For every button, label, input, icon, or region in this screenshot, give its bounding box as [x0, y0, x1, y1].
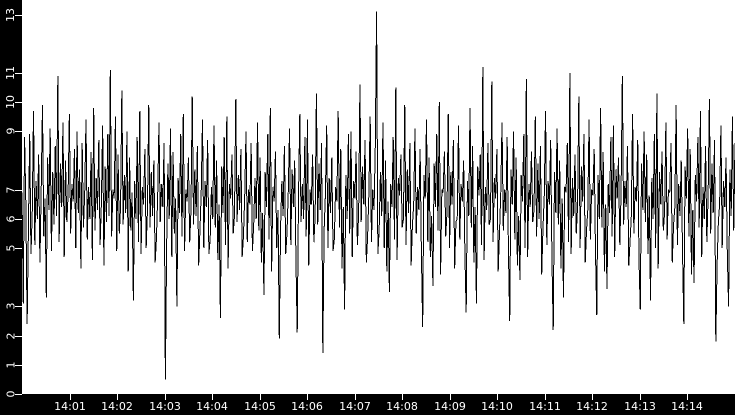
- y-tickmark: [15, 102, 22, 103]
- x-tick-label: 14:10: [481, 400, 513, 413]
- x-tickmark: [592, 394, 593, 400]
- y-tickmark: [15, 219, 22, 220]
- y-tickmark: [15, 190, 22, 191]
- axis-corner: [0, 394, 22, 415]
- x-axis-band: [0, 394, 735, 415]
- x-tick-label: 14:13: [624, 400, 656, 413]
- x-tick-label: 14:02: [101, 400, 133, 413]
- x-tick-label: 14:01: [54, 400, 86, 413]
- y-tick-label: 11: [0, 66, 22, 80]
- y-tick-label: 13: [0, 8, 22, 22]
- x-tickmark: [545, 394, 546, 400]
- x-tick-label: 14:09: [434, 400, 466, 413]
- x-tickmark: [497, 394, 498, 400]
- x-tick-label: 14:12: [576, 400, 608, 413]
- x-tickmark: [70, 394, 71, 400]
- y-tick-label: 6: [0, 212, 22, 226]
- y-tick-label-text: 7: [4, 186, 17, 194]
- series-plot: [22, 11, 735, 380]
- y-tick-label: 2: [0, 329, 22, 343]
- x-tick-label: 14:03: [149, 400, 181, 413]
- y-tick-label: 7: [0, 183, 22, 197]
- x-tickmark: [355, 394, 356, 400]
- plot-area: [22, 0, 735, 394]
- x-tickmark: [640, 394, 641, 400]
- x-tickmark: [450, 394, 451, 400]
- x-tickmark: [212, 394, 213, 400]
- y-tick-label-text: 0: [4, 390, 17, 398]
- x-tick-label: 14:04: [196, 400, 228, 413]
- y-tickmark: [15, 365, 22, 366]
- x-tick-label: 14:07: [339, 400, 371, 413]
- series-line-response-time: [22, 11, 735, 380]
- y-tick-label: 5: [0, 241, 22, 255]
- y-tick-label: 0: [0, 387, 22, 401]
- y-tick-label: 9: [0, 124, 22, 138]
- y-tick-label-text: 11: [4, 66, 17, 80]
- y-tickmark: [15, 248, 22, 249]
- y-axis-band: [0, 0, 22, 415]
- y-tickmark: [15, 336, 22, 337]
- y-tickmark: [15, 15, 22, 16]
- y-tick-label-text: 5: [4, 244, 17, 252]
- y-tick-label-text: 13: [4, 8, 17, 22]
- x-tick-label: 14:14: [671, 400, 703, 413]
- y-tickmark: [15, 306, 22, 307]
- y-tick-label: 1: [0, 358, 22, 372]
- y-tick-label-text: 2: [4, 332, 17, 340]
- y-tickmark: [15, 394, 22, 395]
- x-tickmark: [117, 394, 118, 400]
- y-tick-label: 10: [0, 95, 22, 109]
- y-tickmark: [15, 131, 22, 132]
- x-tickmark: [687, 394, 688, 400]
- y-tick-label-text: 3: [4, 302, 17, 310]
- x-tick-label: 14:08: [386, 400, 418, 413]
- y-tick-label-text: 10: [4, 95, 17, 109]
- y-tick-label-text: 1: [4, 361, 17, 369]
- y-tick-label-text: 9: [4, 127, 17, 135]
- x-tickmark: [260, 394, 261, 400]
- x-tickmark: [402, 394, 403, 400]
- y-tickmark: [15, 73, 22, 74]
- x-tickmark: [307, 394, 308, 400]
- x-tick-label: 14:06: [291, 400, 323, 413]
- x-tickmark: [165, 394, 166, 400]
- y-tick-label: 3: [0, 299, 22, 313]
- x-tick-label: 14:05: [244, 400, 276, 413]
- y-tick-label-text: 6: [4, 215, 17, 223]
- x-tick-label: 14:11: [529, 400, 561, 413]
